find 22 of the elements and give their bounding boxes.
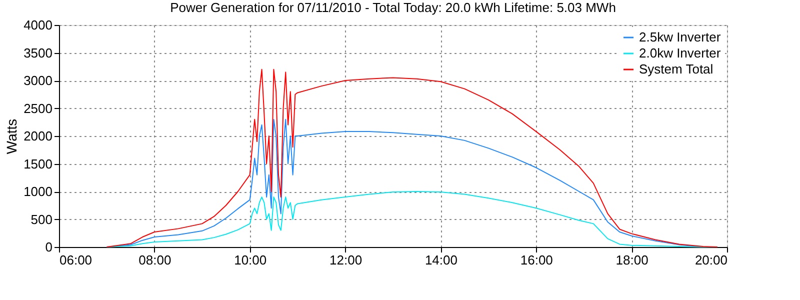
x-tick-label: 16:00 <box>520 252 553 268</box>
x-tick-label: 10:00 <box>234 252 267 268</box>
x-tick-label: 18:00 <box>616 252 648 268</box>
chart-title: Power Generation for 07/11/2010 - Total Today: 20.0 kWh Lifetime: 5.03 MWh <box>170 0 616 15</box>
y-tick-label: 2000 <box>24 128 52 144</box>
x-tick-label: 20:00 <box>694 252 728 268</box>
x-tick-label: 06:00 <box>60 252 92 268</box>
y-tick-label: 4000 <box>24 18 52 32</box>
x-tick-label: 14:00 <box>424 252 458 268</box>
y-tick-label: 0 <box>45 240 52 254</box>
y-tick-label: 500 <box>30 212 52 227</box>
legend-label: System Total <box>639 62 714 76</box>
legend-label: 2.5kw Inverter <box>639 30 722 44</box>
legend-label: 2.0kw Inverter <box>639 46 722 60</box>
y-tick-label: 1500 <box>24 156 52 172</box>
y-tick-label: 3000 <box>24 73 52 88</box>
y-tick-label: 2500 <box>24 100 52 116</box>
x-tick-label: 12:00 <box>330 252 362 268</box>
y-tick-label: 3500 <box>24 45 52 60</box>
x-tick-label: 08:00 <box>138 252 172 268</box>
y-tick-label: 1000 <box>24 184 52 199</box>
y-axis-title: Watts <box>4 118 20 154</box>
